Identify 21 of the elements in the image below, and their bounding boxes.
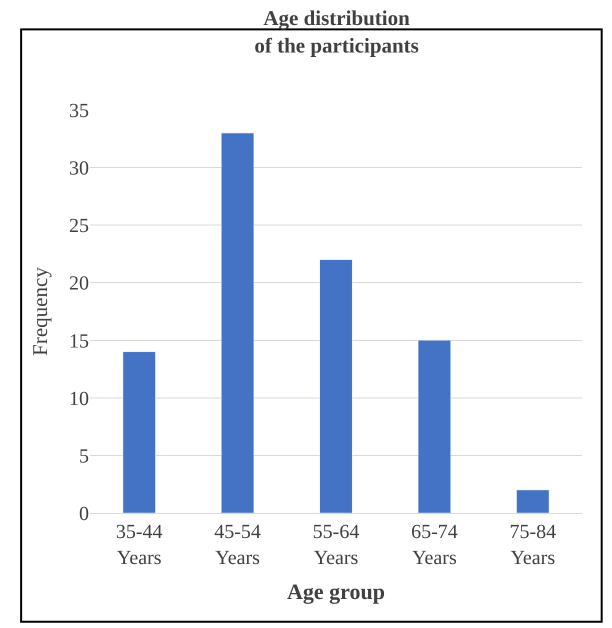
chart-title: Age distribution of the participants — [254, 6, 419, 58]
bar — [516, 490, 550, 513]
y-tick-label: 20 — [69, 272, 89, 295]
x-axis-title: Age group — [287, 578, 385, 604]
y-tick-label: 35 — [69, 100, 89, 122]
y-tick-label: 25 — [69, 215, 89, 238]
y-axis-title: Frequency — [28, 266, 52, 356]
x-tick-label: 35-44 Years — [116, 521, 163, 569]
bar — [320, 259, 352, 513]
y-tick-label: 15 — [69, 330, 89, 352]
y-tick-label: 0 — [79, 503, 89, 525]
x-tick-label: 75-84 Years — [509, 521, 556, 569]
y-tick-label: 30 — [69, 158, 89, 180]
x-tick-label: 45-54 Years — [214, 521, 261, 569]
x-tick-label: 65-74 Years — [411, 521, 458, 569]
bar — [122, 352, 156, 513]
bar — [221, 132, 254, 513]
y-tick-label: 10 — [69, 388, 89, 410]
bar — [418, 340, 451, 513]
x-tick-label: 55-64 Years — [312, 521, 360, 569]
y-tick-label: 5 — [79, 445, 89, 468]
